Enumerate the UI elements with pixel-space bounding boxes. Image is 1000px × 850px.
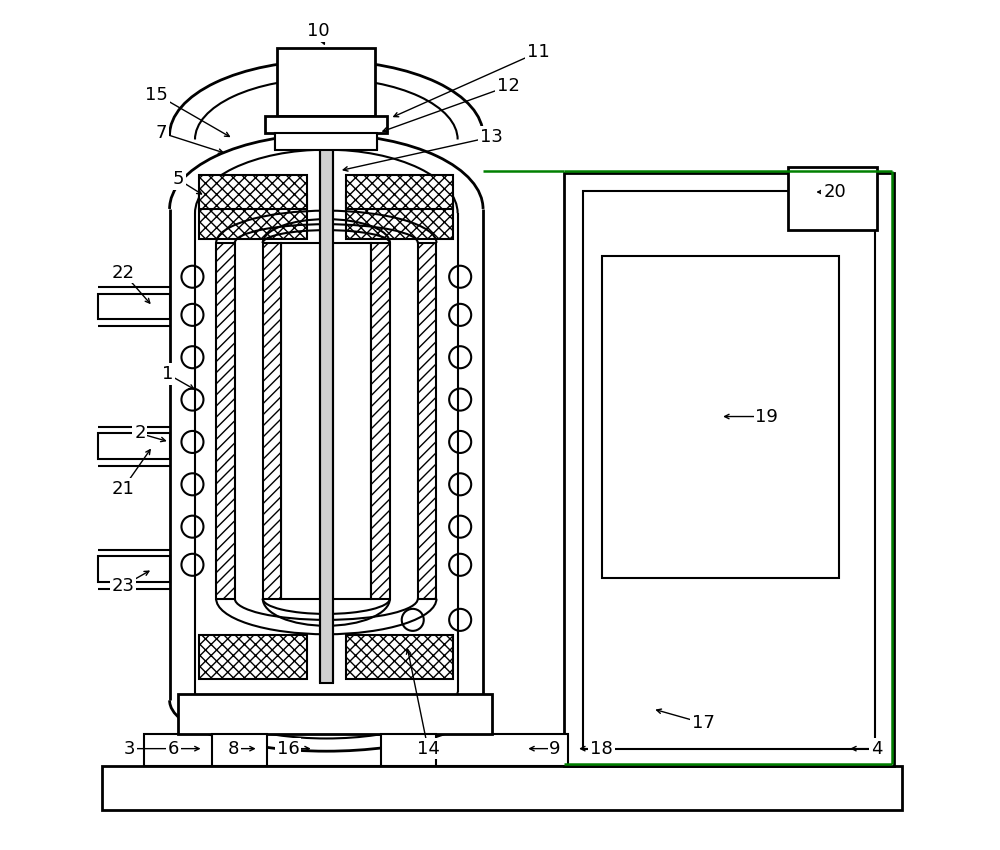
Bar xyxy=(102,767,902,811)
Text: 21: 21 xyxy=(112,479,134,497)
Bar xyxy=(381,734,436,767)
Text: 20: 20 xyxy=(823,183,846,201)
Bar xyxy=(144,734,568,767)
Text: 2: 2 xyxy=(134,424,146,443)
Text: 22: 22 xyxy=(111,264,134,281)
Text: 5: 5 xyxy=(172,170,184,189)
Text: 14: 14 xyxy=(417,740,439,757)
Bar xyxy=(788,167,877,230)
Bar xyxy=(602,256,839,577)
Text: 16: 16 xyxy=(277,740,300,757)
Bar xyxy=(346,195,453,239)
Text: 18: 18 xyxy=(590,740,613,757)
Bar xyxy=(199,175,307,209)
Text: 8: 8 xyxy=(227,740,239,757)
Bar xyxy=(263,243,281,598)
Text: 23: 23 xyxy=(111,577,134,595)
Text: 10: 10 xyxy=(307,22,329,40)
Bar xyxy=(98,434,170,459)
Text: 9: 9 xyxy=(549,740,561,757)
Bar xyxy=(216,243,235,598)
Bar xyxy=(281,243,371,598)
Bar xyxy=(178,694,492,734)
Text: 4: 4 xyxy=(871,740,883,757)
Text: 17: 17 xyxy=(692,714,715,732)
Bar xyxy=(199,195,307,239)
Bar xyxy=(212,734,267,767)
Bar xyxy=(418,243,436,598)
Bar xyxy=(98,294,170,319)
Text: 19: 19 xyxy=(755,407,778,426)
Text: 3: 3 xyxy=(124,740,136,757)
Bar xyxy=(371,243,390,598)
Text: 15: 15 xyxy=(145,86,168,104)
Bar xyxy=(320,128,333,683)
Text: 12: 12 xyxy=(497,77,520,95)
Bar xyxy=(98,556,170,581)
Text: 7: 7 xyxy=(155,124,167,142)
Text: 6: 6 xyxy=(168,740,180,757)
Bar xyxy=(564,173,894,767)
Bar xyxy=(583,191,875,749)
Bar xyxy=(275,133,377,150)
Bar xyxy=(277,48,375,116)
Bar xyxy=(346,175,453,209)
Bar xyxy=(265,116,387,133)
Bar xyxy=(346,635,453,679)
Text: 1: 1 xyxy=(162,366,174,383)
Bar xyxy=(199,635,307,679)
Text: 13: 13 xyxy=(480,128,503,146)
Text: 11: 11 xyxy=(527,43,550,61)
